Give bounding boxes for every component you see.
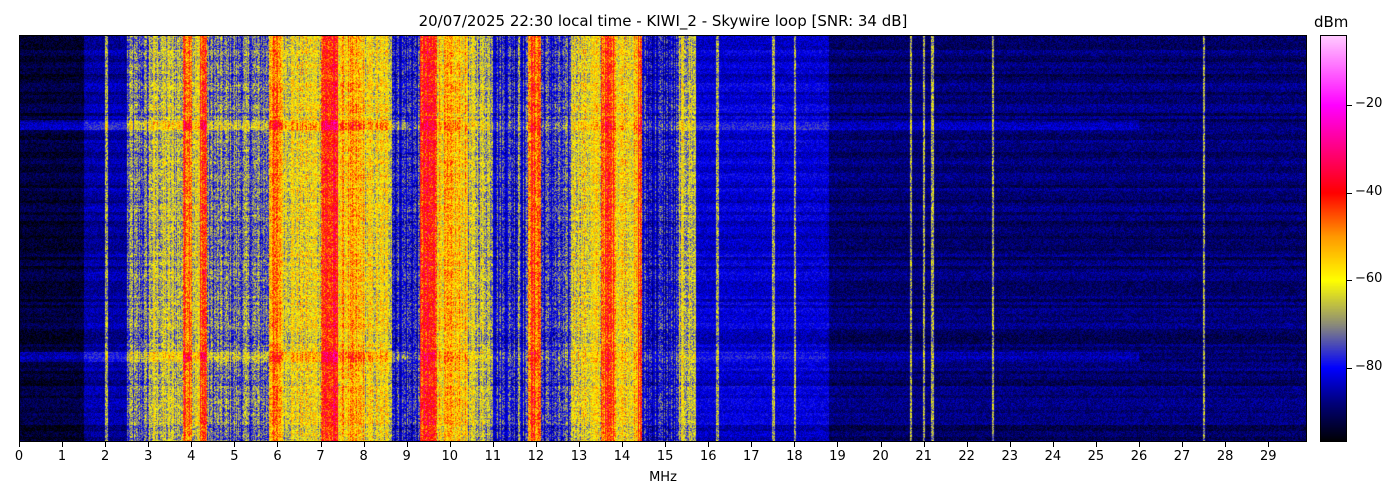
- x-tick-mark: [1225, 442, 1227, 447]
- chart-title: 20/07/2025 22:30 local time - KIWI_2 - S…: [418, 12, 908, 30]
- x-tick-mark: [1139, 442, 1140, 447]
- x-tick-label: 10: [441, 449, 459, 464]
- x-tick-mark: [1182, 442, 1184, 447]
- x-tick-label: 21: [915, 449, 932, 464]
- x-tick-label: 15: [656, 449, 674, 464]
- colorbar-frame: [1320, 35, 1347, 442]
- x-tick-mark: [751, 442, 753, 447]
- x-tick-mark: [1009, 442, 1011, 447]
- colorbar-tick-label: −40: [1355, 183, 1383, 199]
- x-tick-label: 26: [1130, 449, 1148, 464]
- x-tick-label: 22: [958, 449, 975, 464]
- colorbar-tick-mark: [1347, 105, 1352, 107]
- x-tick-mark: [1095, 442, 1097, 447]
- x-tick-label: 28: [1216, 449, 1234, 464]
- x-axis-label: MHz: [649, 470, 677, 485]
- x-tick-mark: [966, 442, 968, 447]
- x-tick-mark: [622, 442, 624, 447]
- x-tick-mark: [234, 442, 236, 447]
- x-tick-mark: [1052, 442, 1054, 447]
- x-tick-mark: [406, 442, 408, 447]
- colorbar-tick-mark: [1347, 367, 1352, 369]
- x-tick-label: 27: [1173, 449, 1191, 464]
- x-tick-mark: [665, 442, 667, 447]
- x-tick-mark: [880, 442, 882, 447]
- x-axis: 0 1 2 3 4 5 6 7 8 9 10 11 12 13 14 15 16 17 18 19 20 21 22 23 24…: [15, 442, 1307, 472]
- x-tick-mark: [923, 442, 925, 447]
- x-tick-label: 2: [101, 449, 110, 464]
- x-tick-mark: [105, 442, 107, 447]
- x-tick-label: 9: [402, 449, 411, 464]
- x-tick-label: 14: [613, 449, 631, 464]
- x-tick-label: 0: [14, 449, 24, 464]
- spectrogram-heatmap: [19, 35, 1307, 442]
- x-tick-mark: [62, 442, 64, 447]
- x-tick-label: 6: [273, 449, 282, 464]
- x-tick-mark: [535, 442, 537, 447]
- colorbar-tick-label: −80: [1355, 358, 1383, 374]
- x-tick-mark: [1268, 442, 1270, 447]
- x-tick-label: 8: [359, 449, 368, 464]
- colorbar-tick-label: −60: [1355, 271, 1383, 287]
- x-tick-label: 7: [316, 449, 325, 464]
- x-tick-mark: [449, 442, 451, 447]
- x-tick-label: 17: [743, 449, 760, 464]
- x-tick-mark: [363, 442, 365, 447]
- x-tick-label: 29: [1259, 449, 1277, 464]
- x-tick-mark: [579, 442, 580, 447]
- x-tick-label: 25: [1087, 449, 1105, 464]
- x-tick-label: 24: [1044, 449, 1062, 464]
- x-tick-mark: [19, 442, 20, 447]
- colorbar-tick-mark: [1347, 192, 1352, 194]
- x-tick-mark: [191, 442, 193, 447]
- colorbar-label: dBm: [1314, 13, 1349, 31]
- x-tick-label: 1: [57, 449, 67, 464]
- x-tick-mark: [148, 442, 150, 447]
- x-tick-label: 19: [829, 449, 846, 464]
- x-tick-mark: [277, 442, 279, 447]
- x-tick-label: 18: [786, 449, 803, 464]
- x-tick-label: 16: [699, 449, 717, 464]
- colorbar-tick-label: −20: [1355, 96, 1383, 112]
- x-tick-mark: [708, 442, 710, 447]
- x-tick-label: 11: [484, 449, 502, 464]
- colorbar-gradient: [1320, 35, 1347, 442]
- x-tick-label: 4: [187, 449, 196, 464]
- colorbar-tick-mark: [1347, 280, 1352, 282]
- x-tick-mark: [492, 442, 494, 447]
- x-tick-mark: [837, 442, 839, 447]
- x-tick-label: 13: [570, 449, 588, 464]
- x-tick-mark: [320, 442, 322, 447]
- x-tick-label: 3: [144, 449, 153, 464]
- x-tick-mark: [794, 442, 796, 447]
- plot-frame: [19, 35, 1307, 442]
- x-tick-label: 23: [1001, 449, 1019, 464]
- x-tick-label: 5: [230, 449, 239, 464]
- x-tick-label: 12: [527, 449, 545, 464]
- x-tick-label: 20: [872, 449, 889, 464]
